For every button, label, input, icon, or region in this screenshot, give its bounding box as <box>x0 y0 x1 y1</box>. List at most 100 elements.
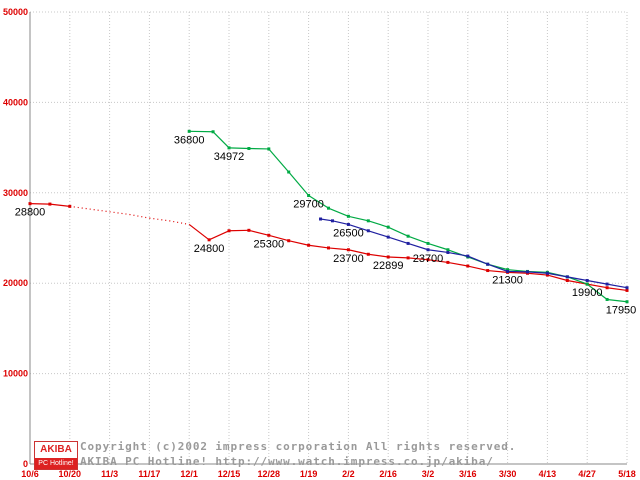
red-series-segment <box>487 269 508 273</box>
red-series-marker <box>247 228 251 232</box>
data-point-label: 22899 <box>373 260 404 272</box>
red-series-marker <box>28 202 32 206</box>
blue-series-segment <box>447 251 468 257</box>
green-series-marker <box>446 248 450 252</box>
green-series-marker <box>267 147 271 151</box>
red-series-marker <box>486 269 490 273</box>
red-series-marker <box>48 202 52 206</box>
akiba-logo-text: AKIBA <box>35 442 77 458</box>
green-series-marker <box>247 147 251 151</box>
blue-series-marker <box>486 262 490 266</box>
red-series-segment <box>109 211 130 216</box>
red-series-marker <box>366 252 370 256</box>
blue-series-segment <box>368 230 389 238</box>
y-axis-tick-label: 40000 <box>3 97 28 107</box>
copyright-line-1: Copyright (c)2002 impress corporation Al… <box>80 440 517 453</box>
red-series-marker <box>545 273 549 277</box>
y-axis-tick-label: 30000 <box>3 188 28 198</box>
red-series-marker <box>68 204 72 208</box>
red-series-segment <box>328 247 349 251</box>
red-series-marker <box>267 233 271 237</box>
red-series-marker <box>386 255 390 259</box>
blue-series-segment <box>388 236 409 244</box>
green-series-marker <box>287 170 291 174</box>
green-series-segment <box>308 195 329 209</box>
green-series-marker <box>585 282 589 286</box>
data-point-label: 28800 <box>15 207 46 219</box>
red-series-segment <box>268 234 289 242</box>
pc-hotline-logo-text: PC Hotline! <box>35 458 77 469</box>
data-point-label: 36800 <box>174 134 205 146</box>
red-series-marker <box>287 239 291 243</box>
blue-series-segment <box>348 223 369 232</box>
green-series-segment <box>507 269 528 273</box>
x-axis-tick-label: 3/30 <box>499 469 517 479</box>
y-axis-tick-label: 50000 <box>3 7 28 17</box>
x-axis-tick-label: 2/2 <box>342 469 355 479</box>
data-point-label: 26500 <box>333 227 364 239</box>
red-series-segment <box>188 223 210 241</box>
red-series-marker <box>406 256 410 260</box>
red-series-marker <box>625 288 629 292</box>
blue-series-marker <box>625 286 629 290</box>
red-series-segment <box>447 261 468 267</box>
x-axis-tick-label: 12/28 <box>258 469 281 479</box>
red-series-marker <box>446 260 450 264</box>
copyright-line-2: AKIBA PC Hotline! http://www.watch.impre… <box>80 455 494 468</box>
red-series-segment <box>427 259 448 264</box>
green-series-marker <box>605 297 609 301</box>
x-axis-tick-label: 4/13 <box>539 469 557 479</box>
red-series-marker <box>426 258 430 262</box>
x-axis-tick-label: 5/18 <box>618 469 636 479</box>
red-series-segment <box>547 274 568 282</box>
red-series-segment <box>288 240 309 246</box>
x-axis-tick-label: 12/1 <box>180 469 198 479</box>
blue-series-marker <box>346 222 350 226</box>
blue-series-marker <box>406 241 410 245</box>
green-series-segment <box>427 242 449 251</box>
green-series-marker <box>625 300 629 304</box>
red-series-segment <box>308 244 329 249</box>
blue-series-marker <box>506 269 510 273</box>
green-series-marker <box>386 225 390 229</box>
blue-series-marker <box>366 229 370 233</box>
red-series-marker <box>327 246 330 250</box>
blue-series-marker <box>466 254 470 258</box>
akiba-pc-hotline-logo[interactable]: AKIBA PC Hotline! <box>34 441 78 470</box>
green-series-marker <box>211 130 215 134</box>
red-series-segment <box>348 249 369 255</box>
blue-series-marker <box>565 275 569 279</box>
red-series-segment <box>467 265 488 272</box>
red-series-marker <box>466 264 470 268</box>
green-series-segment <box>387 226 409 237</box>
x-axis-tick-label: 2/16 <box>379 469 397 479</box>
green-series-marker <box>327 206 330 210</box>
data-point-label: 17950 <box>606 305 637 317</box>
red-series-segment <box>587 283 608 289</box>
green-series-segment <box>368 220 389 228</box>
blue-series-segment <box>427 249 448 254</box>
x-axis-tick-label: 10/6 <box>21 469 39 479</box>
red-series-segment <box>388 256 409 259</box>
blue-series-segment <box>587 279 608 285</box>
x-axis-tick-label: 11/17 <box>138 469 160 479</box>
x-axis-tick-label: 4/27 <box>578 469 596 479</box>
green-series-segment <box>586 283 608 300</box>
green-series-marker <box>346 214 350 218</box>
blue-series-marker <box>545 271 549 275</box>
data-point-label: 23700 <box>413 253 444 265</box>
red-series-segment <box>248 229 269 236</box>
green-series-marker <box>426 241 430 245</box>
red-series-segment <box>129 213 150 219</box>
green-series-marker <box>366 219 370 223</box>
red-series-segment <box>149 217 170 222</box>
red-series-marker <box>605 286 609 290</box>
blue-series-segment <box>407 242 429 251</box>
x-axis-tick-label: 11/3 <box>101 469 118 479</box>
data-point-label: 24800 <box>194 243 225 255</box>
red-series-segment <box>507 271 528 274</box>
x-axis-tick-label: 3/2 <box>422 469 435 479</box>
green-series-segment <box>348 215 369 222</box>
red-series-marker <box>565 278 569 282</box>
